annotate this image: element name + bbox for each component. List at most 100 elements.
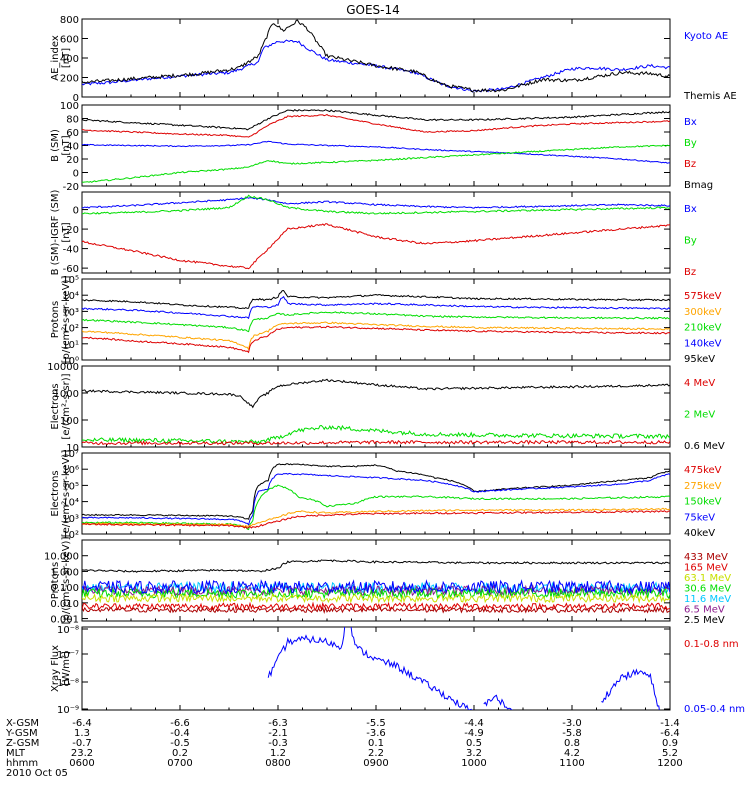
y-axis-unit: [p/(cm²-s-sr-keV)] (61, 537, 72, 625)
footer-value: -5.8 (562, 728, 582, 739)
footer-value: -1.4 (660, 718, 680, 729)
legend-entry: 433 MeV (684, 552, 728, 563)
series-line-by (82, 144, 670, 183)
y-axis-label: Xray Flux (50, 645, 61, 692)
legend-entry: Bz (684, 159, 696, 170)
y-tick-label: 10⁻⁷ (57, 650, 79, 661)
series-line-0-6-mev (82, 378, 670, 409)
series-line-bx (82, 140, 670, 164)
panel-frame (81, 626, 671, 711)
footer-value: 0900 (363, 758, 388, 769)
footer-value: -0.7 (72, 738, 92, 749)
y-tick-label: 0.100 (50, 583, 79, 594)
legend-entry: 140keV (684, 338, 722, 349)
series-line-themis-ae (82, 19, 670, 93)
legend-entry: 2 MeV (684, 410, 715, 421)
y-tick-label: -20 (63, 182, 79, 193)
footer-value: 0600 (69, 758, 94, 769)
y-tick-label: -60 (63, 264, 79, 275)
y-axis-unit: [nT] (61, 222, 72, 242)
x-axis-footer: X-GSM -6.4 -6.6 -6.3 -5.5 -4.4 -3.0 -1.4 Y-GSM 1.… (5, 718, 683, 779)
series-line-165-mev (82, 601, 670, 612)
series-line-275kev (82, 507, 670, 528)
y-tick-label: 10⁵ (62, 481, 79, 492)
footer-value: -4.9 (464, 728, 484, 739)
legend-entry: 575keV (684, 291, 722, 302)
legend-entry: 0.1-0.8 nm (684, 639, 739, 650)
footer-row-label: X-GSM (6, 718, 39, 729)
y-tick-label: 10⁴ (62, 498, 79, 509)
footer-value: 23.2 (71, 748, 93, 759)
y-axis-label: Protons (50, 562, 61, 599)
panel-4: 10⁰ 10¹ 10² 10³ 10⁴ 10⁵ Protons [p/(cm²-s-sr-ke… (50, 275, 722, 367)
panel-2: -20 0 20 40 60 80 100 B (SM) [nT] Bx By Bz Bmag (50, 101, 713, 193)
panel-5: 10 100 1000 10000 Electrons [e/(cm²-s-sr)] 4 M… (47, 362, 725, 454)
series-line-bz (82, 113, 670, 138)
footer-value: 0700 (167, 758, 192, 769)
series-line-0-05-0-4-nm (267, 627, 472, 710)
footer-value: 1100 (559, 758, 584, 769)
footer-value: 0.1 (368, 738, 384, 749)
footer-value: -6.4 (72, 718, 92, 729)
y-tick-label: 10⁴ (62, 291, 79, 302)
legend-entry: Bmag (684, 180, 713, 191)
footer-row-label: hhmm (6, 758, 38, 769)
legend-entry: 63.1 MeV (684, 573, 731, 584)
panel-8: 10⁻⁸ 10⁻⁷ 10⁻⁸ 10⁻⁹ Xray Flux [W/m²] 0.1-0.8 n… (50, 625, 745, 716)
footer-value: -3.6 (366, 728, 386, 739)
legend-entry: Themis AE (683, 91, 737, 102)
panel-frame (81, 365, 671, 448)
series-line-bx (82, 196, 670, 209)
footer-value: 1000 (461, 758, 486, 769)
series-line-63-1-mev (82, 592, 670, 604)
series-group (82, 378, 670, 446)
series-line-kyoto-ae (82, 39, 670, 93)
series-group (82, 463, 670, 531)
legend-entry: 150keV (684, 497, 722, 508)
y-tick-label: 1.000 (50, 567, 79, 578)
footer-value: 3.2 (466, 748, 482, 759)
series-line-2-5-mev (82, 559, 670, 573)
y-tick-label: 0 (73, 206, 79, 217)
y-tick-label: 0 (73, 93, 79, 104)
footer-value: -2.1 (268, 728, 288, 739)
y-tick-label: 10 (66, 443, 79, 454)
series-group (267, 627, 660, 710)
footer-value: 1.2 (270, 748, 286, 759)
y-axis-label: AE_index (50, 35, 61, 81)
legend: Bx By Bz (684, 204, 697, 278)
series-line-140kev (82, 295, 670, 320)
y-tick-label: 0 (73, 169, 79, 180)
series-line-4-mev (82, 439, 670, 446)
legend-entry: 75keV (684, 512, 715, 523)
legend: Bx By Bz Bmag (684, 117, 713, 191)
legend-entry: 210keV (684, 323, 722, 334)
legend-entry: 275keV (684, 481, 722, 492)
footer-date: 2010 Oct 05 (6, 768, 68, 779)
footer-value: -0.3 (268, 738, 288, 749)
y-tick-label: 1000 (54, 389, 79, 400)
y-axis-unit: [nT] (61, 135, 72, 155)
y-tick-label: 200 (60, 74, 79, 85)
footer-value: 4.2 (564, 748, 580, 759)
legend-entry: 0.6 MeV (684, 441, 725, 452)
y-axis-unit: [p/(cm²-s-sr-keV)] (61, 276, 72, 364)
y-tick-label: 40 (66, 142, 79, 153)
footer-value: -6.4 (660, 728, 680, 739)
legend-entry: Kyoto AE (684, 31, 728, 42)
y-axis-unit: [nT] (61, 48, 72, 68)
y-tick-label: 10¹ (62, 340, 79, 351)
y-axis-label: Electrons (50, 383, 61, 429)
y-tick-label: 10² (62, 324, 79, 335)
series-line-40kev (82, 463, 670, 520)
y-axis-unit: [W/m²] (61, 651, 72, 686)
panel-frame (81, 278, 671, 361)
footer-value: -6.3 (268, 718, 288, 729)
legend-entry: By (684, 236, 697, 247)
footer-value: 1.3 (74, 728, 90, 739)
y-tick-label: 600 (60, 35, 79, 46)
